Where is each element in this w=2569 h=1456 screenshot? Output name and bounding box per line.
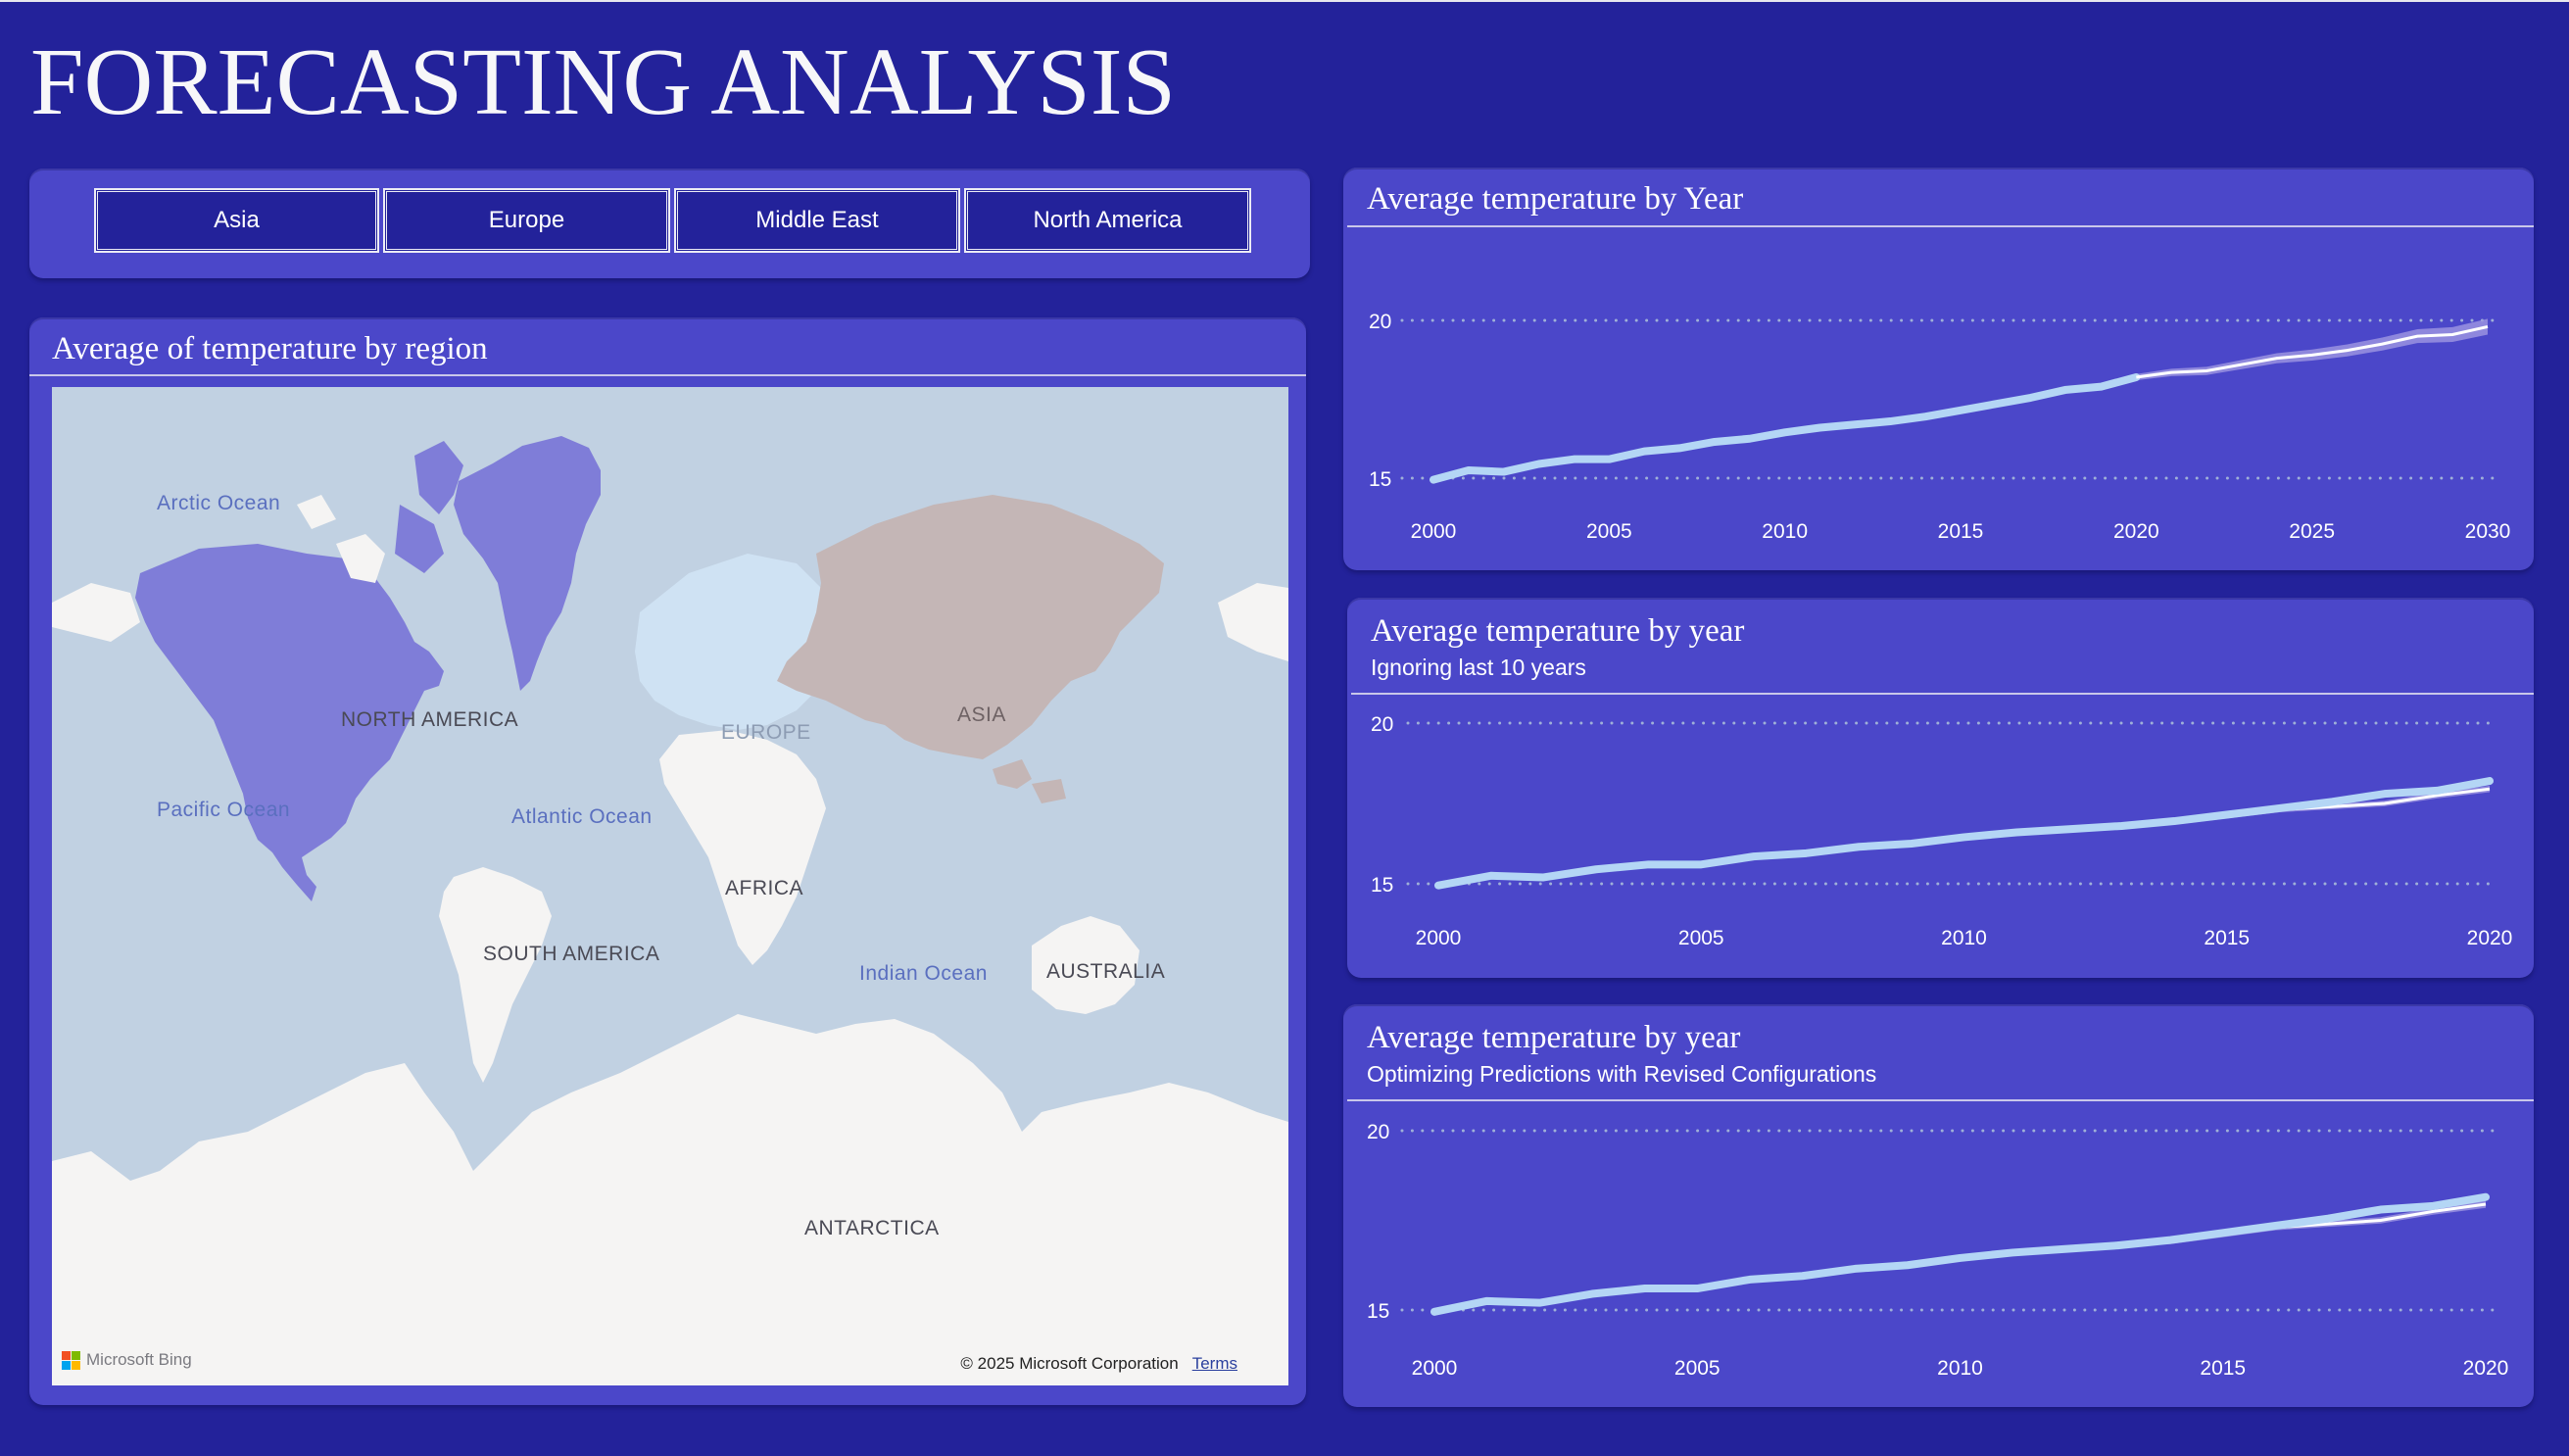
- forecast-confidence-band: [2136, 318, 2488, 381]
- map-label-atlantic-ocean: Atlantic Ocean: [511, 805, 653, 828]
- y-axis-tick: 15: [1371, 874, 1393, 897]
- x-axis-tick: 2000: [1412, 1357, 1458, 1380]
- line-chart-ignoring-last-10[interactable]: 15 20 2000 2005 2010 2015 2020: [1347, 598, 2534, 978]
- chart-subtitle: Optimizing Predictions with Revised Conf…: [1367, 1061, 1877, 1087]
- region-slicer: Asia Europe Middle East North America: [29, 169, 1310, 278]
- x-axis-tick: 2000: [1411, 520, 1457, 543]
- chart-title-divider: [1351, 693, 2534, 695]
- bing-attribution: Microsoft Bing: [62, 1350, 192, 1370]
- y-axis-tick: 20: [1367, 1121, 1389, 1143]
- x-axis-tick: 2000: [1416, 927, 1462, 949]
- chart-title: Average temperature by year: [1367, 1020, 1741, 1055]
- y-axis-tick: 15: [1369, 468, 1391, 491]
- map-label-antarctica: ANTARCTICA: [804, 1217, 940, 1239]
- map-label-indian-ocean: Indian Ocean: [859, 962, 988, 985]
- x-axis-tick: 2005: [1678, 927, 1724, 949]
- x-axis-tick: 2015: [2204, 927, 2250, 949]
- y-axis-tick: 20: [1369, 311, 1391, 333]
- x-axis-tick: 2015: [2200, 1357, 2246, 1380]
- x-axis-tick: 2030: [2465, 520, 2511, 543]
- chart-title: Average temperature by Year: [1367, 181, 1744, 217]
- map-panel: Average of temperature by region: [29, 317, 1306, 1405]
- chart-title-divider: [1347, 1099, 2534, 1101]
- actual-line[interactable]: [1434, 777, 2494, 890]
- world-map[interactable]: Arctic Ocean Pacific Ocean Atlantic Ocea…: [52, 387, 1288, 1385]
- map-label-pacific-ocean: Pacific Ocean: [157, 799, 291, 821]
- forecast-line[interactable]: [2136, 324, 2489, 379]
- slicer-button-middle-east[interactable]: Middle East: [674, 188, 960, 253]
- x-axis-tick: 2020: [2463, 1357, 2509, 1380]
- y-axis-tick: 20: [1371, 713, 1393, 736]
- y-axis-tick: 15: [1367, 1300, 1389, 1323]
- x-axis-tick: 2005: [1586, 520, 1632, 543]
- map-label-south-america: SOUTH AMERICA: [483, 943, 660, 965]
- map-land-shapes: [52, 436, 1288, 1385]
- actual-line[interactable]: [1430, 372, 2141, 484]
- x-axis-tick: 2025: [2289, 520, 2335, 543]
- slicer-button-europe[interactable]: Europe: [383, 188, 670, 253]
- map-title-divider: [29, 374, 1306, 376]
- terms-link[interactable]: Terms: [1191, 1354, 1237, 1373]
- x-axis-tick: 2010: [1941, 927, 1987, 949]
- line-chart-forecast-2030[interactable]: 15 20 2000 2005 2010 2015 2020 2025 2030: [1343, 168, 2534, 570]
- map-copyright: © 2025 Microsoft Corporation Terms: [960, 1354, 1237, 1374]
- line-chart-revised-configurations[interactable]: 15 20 2000 2005 2010 2015 2020: [1343, 1004, 2534, 1407]
- bing-brand-text: Microsoft Bing: [86, 1350, 192, 1369]
- slicer-button-north-america[interactable]: North America: [964, 188, 1251, 253]
- chart-title: Average temperature by year: [1371, 613, 1745, 649]
- map-label-arctic-ocean: Arctic Ocean: [157, 492, 281, 514]
- chart-title-divider: [1347, 225, 2534, 227]
- map-label-north-america: NORTH AMERICA: [341, 708, 519, 731]
- x-axis-tick: 2020: [2113, 520, 2159, 543]
- map-label-australia: AUSTRALIA: [1046, 960, 1166, 983]
- map-title: Average of temperature by region: [52, 331, 488, 366]
- map-label-asia: ASIA: [957, 704, 1006, 726]
- x-axis-tick: 2010: [1762, 520, 1808, 543]
- x-axis-tick: 2020: [2467, 927, 2513, 949]
- actual-line[interactable]: [1430, 1192, 2490, 1316]
- chart-card-temperature-by-year: Average temperature by Year 15 20 2000 2005…: [1343, 168, 2534, 570]
- x-axis-tick: 2010: [1937, 1357, 1983, 1380]
- microsoft-logo-icon: [62, 1350, 80, 1370]
- chart-card-revised-configurations: Average temperature by year Optimizing P…: [1343, 1004, 2534, 1407]
- x-axis-tick: 2015: [1938, 520, 1984, 543]
- map-label-africa: AFRICA: [725, 877, 804, 899]
- slicer-button-asia[interactable]: Asia: [94, 188, 379, 253]
- x-axis-tick: 2005: [1674, 1357, 1721, 1380]
- chart-subtitle: Ignoring last 10 years: [1371, 655, 1586, 680]
- copyright-text: © 2025 Microsoft Corporation: [960, 1354, 1179, 1373]
- chart-card-ignoring-last-10: Average temperature by year Ignoring las…: [1347, 598, 2534, 978]
- map-label-europe: EUROPE: [721, 721, 811, 744]
- page-title: FORECASTING ANALYSIS: [30, 29, 1177, 135]
